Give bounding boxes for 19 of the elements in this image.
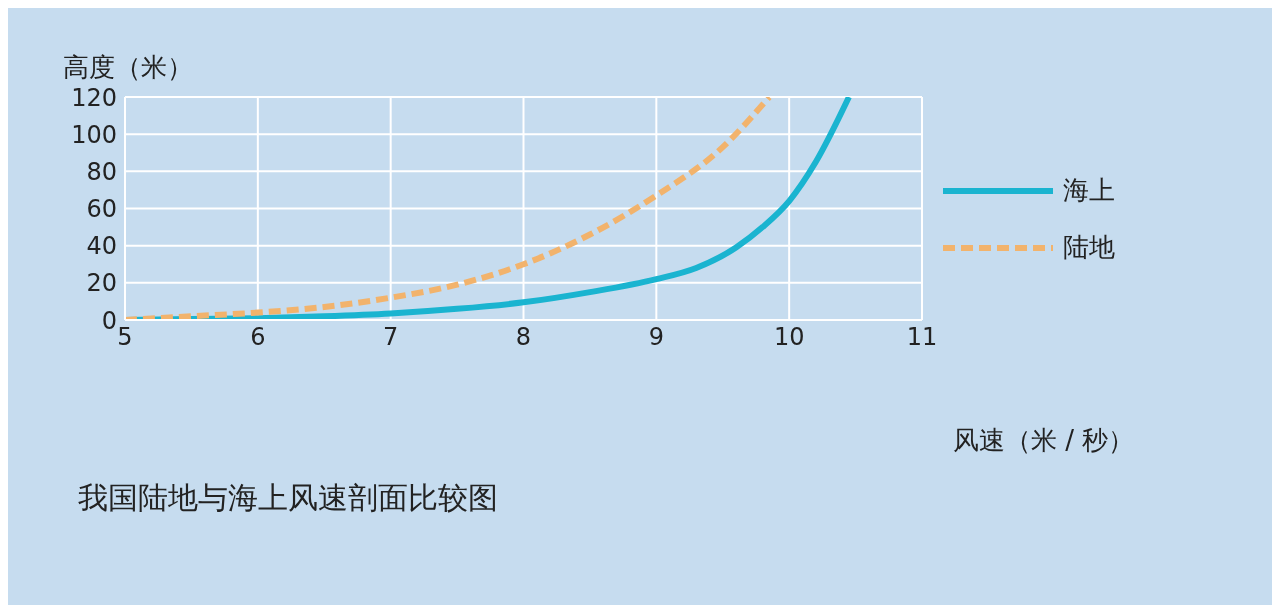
y-tick-label: 80 [86, 157, 117, 186]
legend-label: 陆地 [1063, 231, 1115, 264]
y-axis-title: 高度（米） [63, 51, 193, 84]
y-tick-label: 0 [101, 306, 117, 335]
y-tick-label: 40 [86, 232, 117, 261]
y-tick-label: 120 [71, 83, 117, 112]
x-tick-label: 11 [906, 323, 938, 352]
x-axis-title: 风速（米 / 秒） [953, 424, 1135, 457]
x-tick-label: 9 [648, 323, 664, 352]
x-tick-label: 5 [117, 323, 133, 352]
legend-label: 海上 [1063, 174, 1115, 207]
text: 我国陆地与海上风速剖面比较图 [78, 479, 498, 517]
x-tick-label: 7 [383, 323, 399, 352]
y-tick-label: 20 [86, 269, 117, 298]
x-tick-label: 10 [773, 323, 805, 352]
y-tick-label: 100 [71, 120, 117, 149]
y-tick-label: 60 [86, 195, 117, 224]
x-tick-label: 8 [515, 323, 532, 352]
x-tick-label: 6 [250, 323, 266, 352]
